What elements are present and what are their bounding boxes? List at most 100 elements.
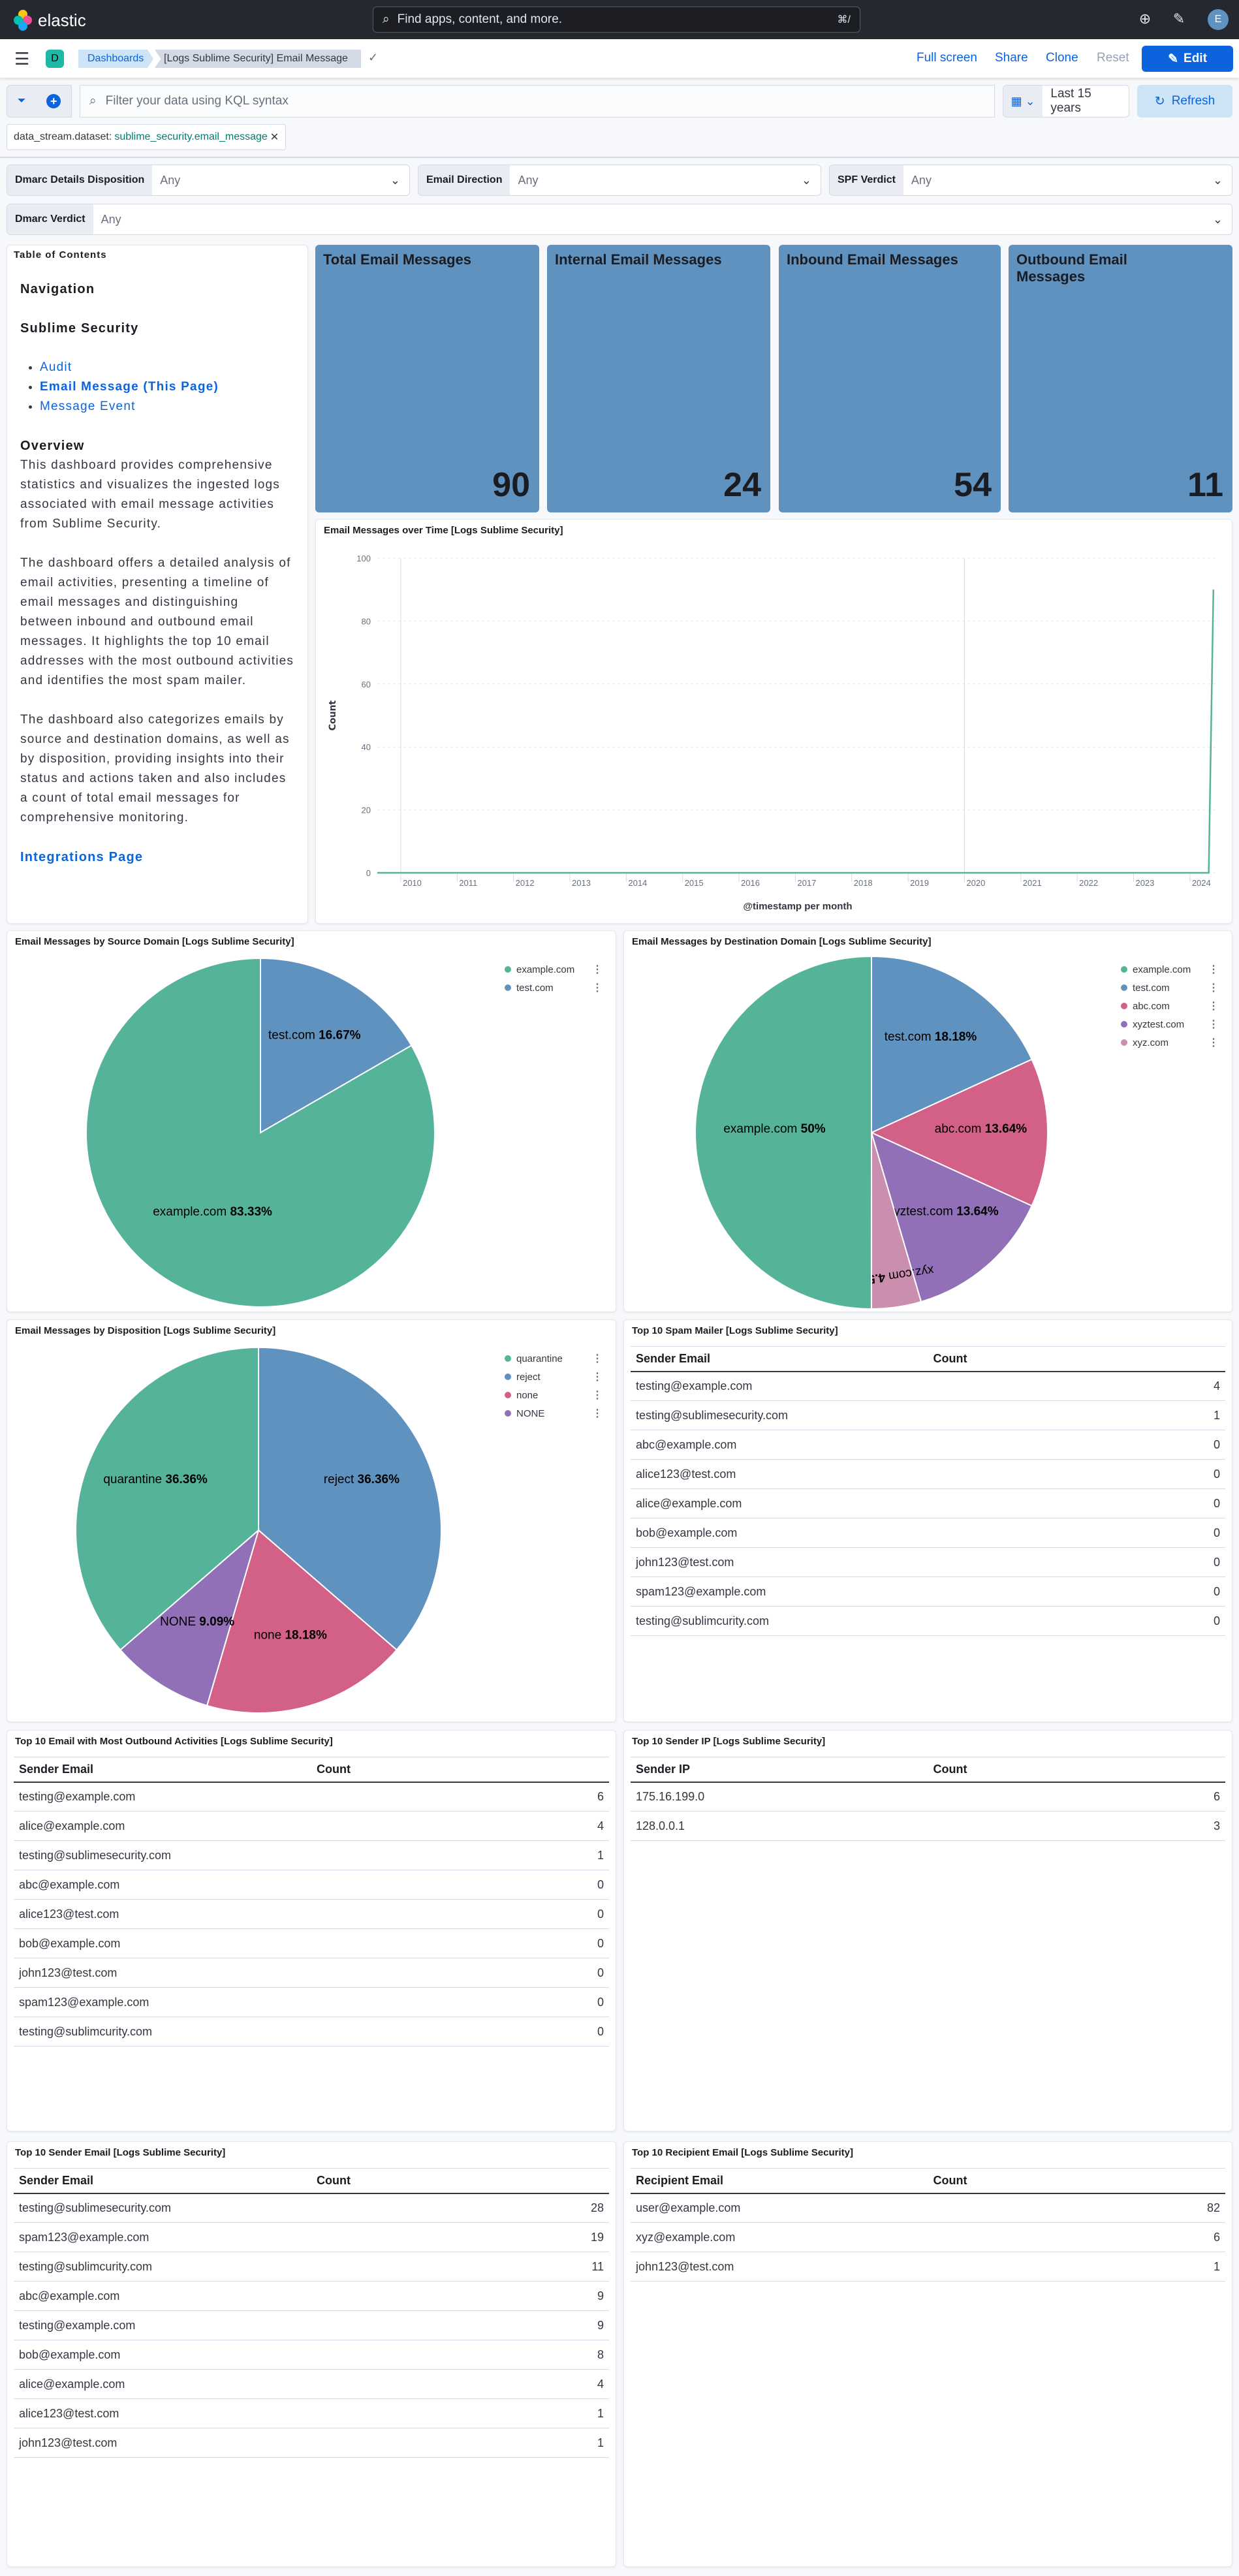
column-header[interactable]: Count (928, 2168, 1225, 2194)
clone-button[interactable]: Clone (1046, 51, 1078, 65)
avatar[interactable]: E (1208, 9, 1229, 30)
pie-slice (694, 955, 872, 1310)
control-email-direction[interactable]: Email Direction Any ⌄ (418, 165, 821, 196)
full-screen-button[interactable]: Full screen (917, 51, 977, 65)
control-value[interactable]: Any (911, 173, 932, 187)
more-options-icon[interactable]: ⋮ (592, 1353, 603, 1364)
table-row: spam123@example.com 0 (631, 1577, 1225, 1607)
global-search-input[interactable]: ⌕ Find apps, content, and more. ⌘/ (373, 7, 860, 33)
legend-item[interactable]: test.com ⋮ (1121, 979, 1219, 997)
column-header[interactable]: Sender Email (14, 1757, 311, 1783)
cell-key: alice@example.com (14, 1811, 311, 1841)
more-options-icon[interactable]: ⋮ (1208, 1001, 1219, 1012)
column-header[interactable]: Count (928, 1346, 1225, 1372)
table-row: spam123@example.com 0 (14, 1987, 609, 2017)
column-header[interactable]: Count (311, 1757, 609, 1783)
menu-icon[interactable]: ☰ (14, 49, 30, 69)
toc-link-message-event[interactable]: Message Event (40, 400, 136, 413)
help-icon[interactable]: ⊕ (1138, 10, 1152, 27)
cell-count: 0 (928, 1488, 1225, 1518)
table-row: alice123@test.com 0 (631, 1459, 1225, 1489)
edit-button[interactable]: ✎ Edit (1142, 46, 1233, 72)
elastic-logo[interactable]: elastic (13, 9, 86, 31)
column-header[interactable]: Sender IP (631, 1757, 928, 1783)
legend: example.com ⋮ test.com ⋮ abc.com ⋮ xyztest.com… (1121, 960, 1219, 1052)
toc-link-audit[interactable]: Audit (40, 360, 72, 374)
cell-count: 0 (311, 1899, 609, 1929)
control-label: Dmarc Details Disposition (7, 165, 153, 195)
more-options-icon[interactable]: ⋮ (1208, 1037, 1219, 1048)
cell-count: 4 (928, 1371, 1225, 1401)
legend-item[interactable]: reject ⋮ (505, 1368, 603, 1386)
column-header[interactable]: Count (928, 1757, 1225, 1783)
outbound-activities-table-panel: Top 10 Email with Most Outbound Activiti… (7, 1730, 616, 2131)
pie-slice (119, 1528, 260, 1706)
table-row: john123@test.com 1 (14, 2428, 609, 2458)
slice-percent: 18.18% (935, 1030, 977, 1044)
column-header[interactable]: Sender Email (14, 2168, 311, 2194)
chevron-down-icon[interactable]: ⌄ (801, 173, 811, 187)
legend-item[interactable]: none ⋮ (505, 1386, 603, 1404)
legend-item[interactable]: test.com ⋮ (505, 979, 603, 997)
table-row: testing@example.com 9 (14, 2310, 609, 2340)
chevron-down-icon[interactable]: ⌄ (1212, 212, 1223, 226)
control-spf-verdict[interactable]: SPF Verdict Any ⌄ (829, 165, 1232, 196)
more-options-icon[interactable]: ⋮ (1208, 982, 1219, 994)
control-value[interactable]: Any (518, 173, 539, 187)
table-row: john123@test.com 0 (14, 1958, 609, 1988)
cell-count: 6 (928, 2222, 1225, 2252)
legend-dot (505, 1392, 511, 1398)
more-options-icon[interactable]: ⋮ (592, 982, 603, 994)
pie-chart: test.com 16.67% example.com 83.33% (86, 957, 435, 1308)
legend-item[interactable]: NONE ⋮ (505, 1404, 603, 1422)
calendar-icon[interactable]: ▦ ⌄ (1003, 86, 1043, 117)
control-dmarc-details-disposition[interactable]: Dmarc Details Disposition Any ⌄ (7, 165, 410, 196)
more-options-icon[interactable]: ⋮ (1208, 1019, 1219, 1030)
control-value[interactable]: Any (160, 173, 181, 187)
filter-pill[interactable]: data_stream.dataset: sublime_security.ema… (7, 124, 287, 150)
line-chart[interactable]: 0 20 40 60 80 100 2010 2011 2012 2013 2014 2015 2016… (316, 520, 1232, 924)
newsfeed-icon[interactable]: ✎ (1172, 10, 1185, 27)
panel-title: Email Messages by Source Domain [Logs Su… (15, 936, 294, 947)
add-filter-icon[interactable]: + (46, 94, 61, 108)
space-badge[interactable]: D (46, 50, 64, 68)
legend-item[interactable]: abc.com ⋮ (1121, 997, 1219, 1015)
cell-key: alice@example.com (14, 2369, 311, 2399)
more-options-icon[interactable]: ⋮ (592, 964, 603, 975)
chevron-down-icon[interactable]: ⌄ (390, 173, 400, 187)
pie-slice (86, 957, 435, 1308)
control-value[interactable]: Any (101, 212, 121, 226)
time-range[interactable]: Last 15 years (1050, 87, 1091, 115)
more-options-icon[interactable]: ⋮ (592, 1372, 603, 1383)
more-options-icon[interactable]: ⋮ (592, 1408, 603, 1419)
legend-item[interactable]: xyztest.com ⋮ (1121, 1015, 1219, 1033)
slice-label: test.com (885, 1030, 935, 1044)
legend-item[interactable]: example.com ⋮ (505, 960, 603, 979)
filter-menu-button[interactable]: ⏷ + (7, 85, 72, 118)
column-header[interactable]: Sender Email (631, 1346, 928, 1372)
column-header[interactable]: Recipient Email (631, 2168, 928, 2194)
search-shortcut: ⌘/ (837, 14, 851, 25)
remove-filter-icon[interactable]: ✕ (270, 132, 279, 143)
refresh-button[interactable]: ↻ Refresh (1137, 85, 1232, 118)
more-options-icon[interactable]: ⋮ (1208, 964, 1219, 975)
integrations-link[interactable]: Integrations Page (20, 850, 144, 864)
legend-item[interactable]: xyz.com ⋮ (1121, 1033, 1219, 1052)
kql-query-input[interactable]: ⌕ Filter your data using KQL syntax (80, 85, 995, 118)
legend-item[interactable]: example.com ⋮ (1121, 960, 1219, 979)
panel-title: Table of Contents (14, 249, 107, 260)
control-dmarc-verdict[interactable]: Dmarc Verdict Any ⌄ (7, 204, 1232, 235)
chevron-down-icon[interactable]: ⌄ (1212, 173, 1223, 187)
pie-chart: test.com 18.18%abc.com 13.64%xyztest.com… (694, 955, 1048, 1310)
legend-item[interactable]: quarantine ⋮ (505, 1349, 603, 1368)
column-header[interactable]: Count (311, 2168, 609, 2194)
slice-percent: 13.64% (985, 1122, 1027, 1136)
refresh-label: Refresh (1171, 94, 1215, 108)
breadcrumb-dashboards[interactable]: Dashboards (78, 50, 153, 68)
x-tick-label: 2015 (685, 878, 704, 888)
share-button[interactable]: Share (995, 51, 1028, 65)
more-options-icon[interactable]: ⋮ (592, 1390, 603, 1401)
toc-link-email-message[interactable]: Email Message (This Page) (40, 380, 219, 394)
date-picker[interactable]: ▦ ⌄ Last 15 years (1003, 85, 1129, 118)
reset-button[interactable]: Reset (1097, 51, 1129, 65)
